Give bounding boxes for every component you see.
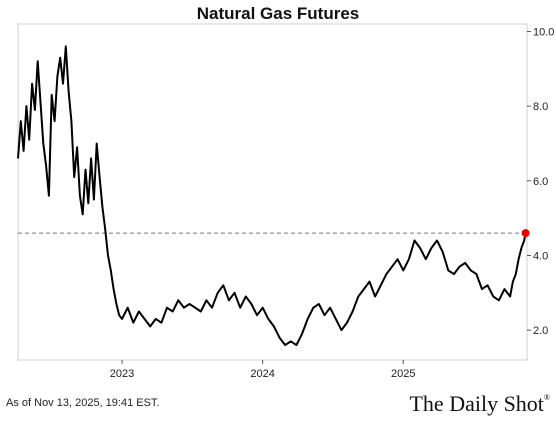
plot-area: 2.0 4.0 6.0 8.0 10.0 2023 2024 2025 (17, 23, 554, 380)
x-tick-label: 2024 (250, 368, 274, 380)
y-tick-label: 10.0 (533, 26, 554, 38)
y-tick-label: 2.0 (533, 325, 548, 337)
chart-title: Natural Gas Futures (196, 4, 360, 23)
y-tick-label: 6.0 (533, 176, 548, 188)
brand-logo: The Daily Shot® (409, 391, 550, 417)
timestamp-footnote: As of Nov 13, 2025, 19:41 EST. (6, 397, 160, 409)
plot-frame (17, 23, 528, 361)
brand-name: The Daily Shot (409, 391, 544, 416)
last-value-marker (521, 229, 530, 238)
registered-mark: ® (543, 393, 550, 402)
y-tick-label: 4.0 (533, 250, 548, 262)
price-series-line (17, 45, 527, 347)
y-tick-label: 8.0 (533, 101, 548, 113)
x-tick-label: 2023 (110, 368, 134, 380)
x-tick-label: 2025 (391, 368, 415, 380)
